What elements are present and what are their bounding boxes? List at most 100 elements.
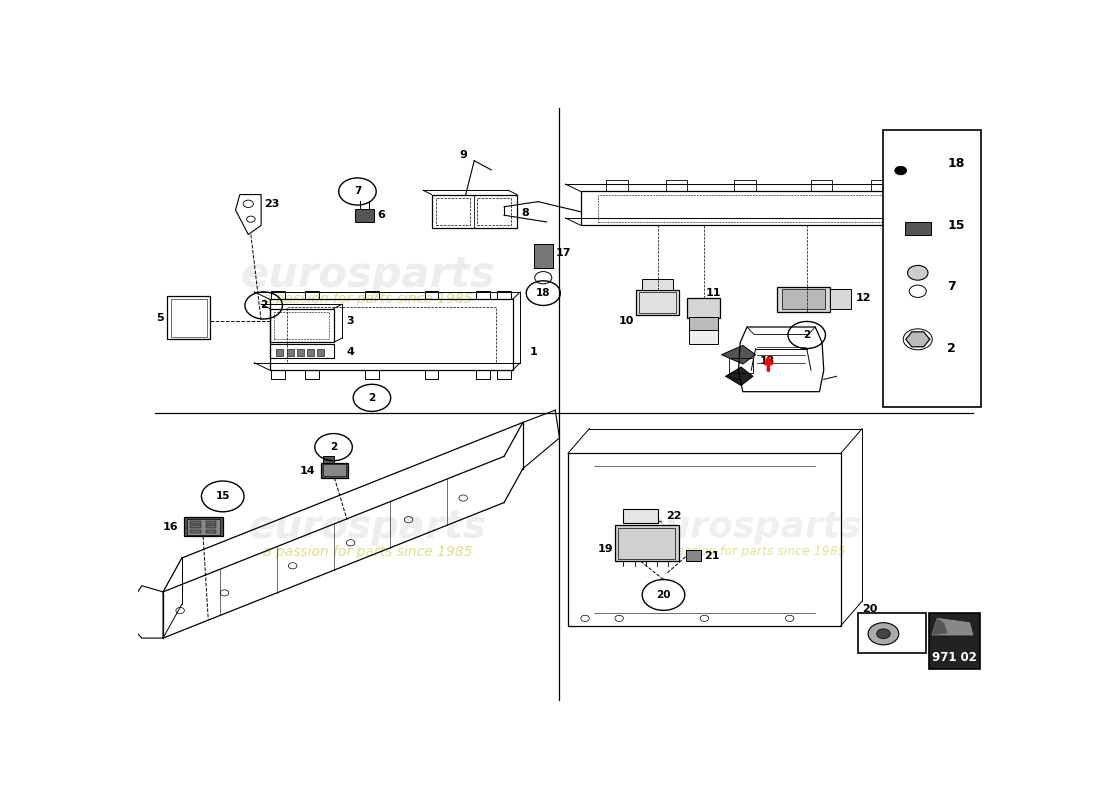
- Text: 17: 17: [557, 248, 572, 258]
- Text: eurosparts: eurosparts: [249, 508, 486, 546]
- Text: 21: 21: [704, 550, 719, 561]
- Bar: [190, 530, 200, 533]
- Bar: [276, 349, 284, 356]
- Circle shape: [908, 266, 928, 280]
- Bar: [476, 198, 510, 226]
- Text: 11: 11: [706, 288, 722, 298]
- Bar: [829, 290, 851, 309]
- Bar: [206, 526, 216, 529]
- Text: 9: 9: [459, 150, 466, 159]
- Text: 2: 2: [260, 301, 267, 310]
- Polygon shape: [726, 367, 754, 386]
- Text: 1: 1: [530, 346, 538, 357]
- Bar: [476, 290, 490, 299]
- Bar: [206, 530, 216, 533]
- Bar: [206, 521, 216, 524]
- Bar: [568, 454, 840, 626]
- Text: 10: 10: [619, 316, 635, 326]
- Circle shape: [894, 166, 906, 175]
- Text: eurosparts: eurosparts: [240, 254, 495, 296]
- Bar: [624, 510, 658, 523]
- Bar: [187, 518, 220, 534]
- Bar: [639, 292, 676, 313]
- Bar: [270, 299, 513, 370]
- Text: 4: 4: [346, 346, 354, 357]
- Text: 5: 5: [156, 313, 164, 322]
- Circle shape: [868, 622, 899, 645]
- Text: 13: 13: [760, 356, 775, 366]
- Bar: [297, 349, 304, 356]
- Polygon shape: [905, 332, 930, 346]
- Text: 2: 2: [947, 342, 956, 355]
- Bar: [642, 279, 673, 290]
- Bar: [436, 198, 470, 226]
- Bar: [167, 296, 210, 339]
- Bar: [431, 194, 517, 229]
- Text: 18: 18: [947, 158, 965, 170]
- Bar: [858, 614, 926, 654]
- Bar: [323, 456, 333, 462]
- Bar: [355, 209, 374, 222]
- Bar: [735, 180, 756, 191]
- Bar: [365, 290, 378, 299]
- Text: 22: 22: [667, 511, 682, 521]
- Bar: [190, 526, 200, 529]
- Text: 23: 23: [264, 198, 279, 209]
- Bar: [307, 349, 314, 356]
- Bar: [636, 290, 679, 314]
- Circle shape: [910, 285, 926, 298]
- Bar: [685, 550, 701, 561]
- Bar: [811, 180, 833, 191]
- Bar: [476, 370, 490, 378]
- Text: 19: 19: [598, 544, 614, 554]
- Text: 8: 8: [521, 208, 529, 218]
- Bar: [729, 358, 754, 373]
- Bar: [618, 528, 675, 558]
- Bar: [497, 290, 510, 299]
- Polygon shape: [932, 618, 974, 635]
- Polygon shape: [932, 618, 947, 635]
- Bar: [871, 180, 892, 191]
- Bar: [581, 191, 904, 226]
- Text: 20: 20: [862, 603, 878, 614]
- Text: 20: 20: [657, 590, 671, 600]
- Bar: [185, 517, 222, 537]
- Bar: [190, 521, 200, 524]
- Text: 7: 7: [947, 281, 956, 294]
- Bar: [928, 614, 980, 669]
- Text: 971 02: 971 02: [932, 651, 977, 664]
- Bar: [323, 464, 345, 476]
- Bar: [615, 526, 679, 561]
- Text: 14: 14: [299, 466, 315, 475]
- Bar: [272, 370, 285, 378]
- Text: 12: 12: [856, 293, 871, 303]
- Text: a passion for parts since 1985: a passion for parts since 1985: [263, 545, 473, 559]
- Bar: [688, 298, 719, 318]
- Text: 3: 3: [346, 316, 354, 326]
- Bar: [270, 344, 333, 358]
- Text: 16: 16: [163, 522, 178, 531]
- Bar: [905, 222, 931, 234]
- Text: 6: 6: [377, 210, 385, 220]
- Bar: [606, 180, 628, 191]
- Bar: [318, 349, 324, 356]
- Circle shape: [877, 629, 890, 638]
- Bar: [689, 330, 718, 344]
- Bar: [883, 130, 981, 407]
- Bar: [321, 462, 348, 478]
- Bar: [777, 287, 829, 311]
- Text: 15: 15: [947, 219, 965, 232]
- Bar: [287, 349, 294, 356]
- Polygon shape: [722, 346, 756, 364]
- Bar: [274, 311, 329, 339]
- Bar: [306, 370, 319, 378]
- Bar: [287, 306, 495, 362]
- Text: 2: 2: [803, 330, 811, 340]
- Bar: [689, 317, 718, 330]
- Text: eurosparts: eurosparts: [640, 510, 862, 544]
- Bar: [497, 370, 510, 378]
- Bar: [425, 290, 439, 299]
- Text: a passion for parts since 1985: a passion for parts since 1985: [263, 292, 473, 306]
- Bar: [365, 370, 378, 378]
- Bar: [170, 298, 207, 337]
